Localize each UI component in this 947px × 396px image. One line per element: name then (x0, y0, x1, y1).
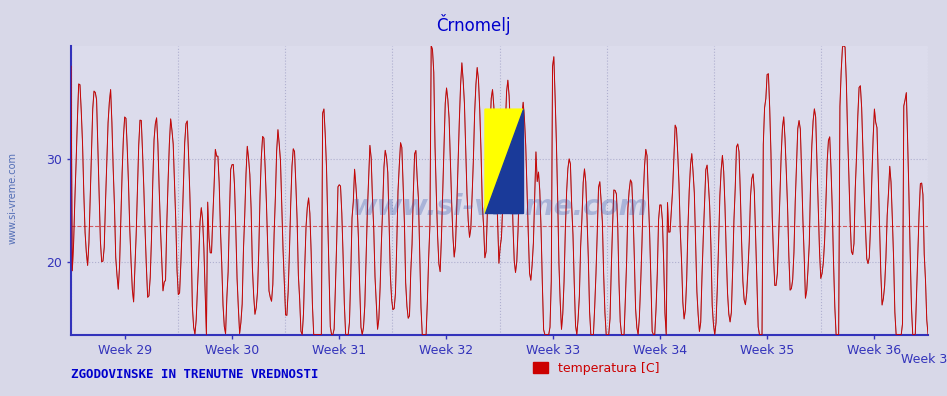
Text: Week 37: Week 37 (901, 353, 947, 366)
Text: www.si-vreme.com: www.si-vreme.com (351, 193, 648, 221)
Text: Črnomelj: Črnomelj (437, 14, 510, 35)
Legend: temperatura [C]: temperatura [C] (528, 357, 665, 380)
Polygon shape (485, 109, 523, 213)
Polygon shape (485, 109, 523, 213)
Text: www.si-vreme.com: www.si-vreme.com (8, 152, 17, 244)
Text: ZGODOVINSKE IN TRENUTNE VREDNOSTI: ZGODOVINSKE IN TRENUTNE VREDNOSTI (71, 368, 318, 381)
